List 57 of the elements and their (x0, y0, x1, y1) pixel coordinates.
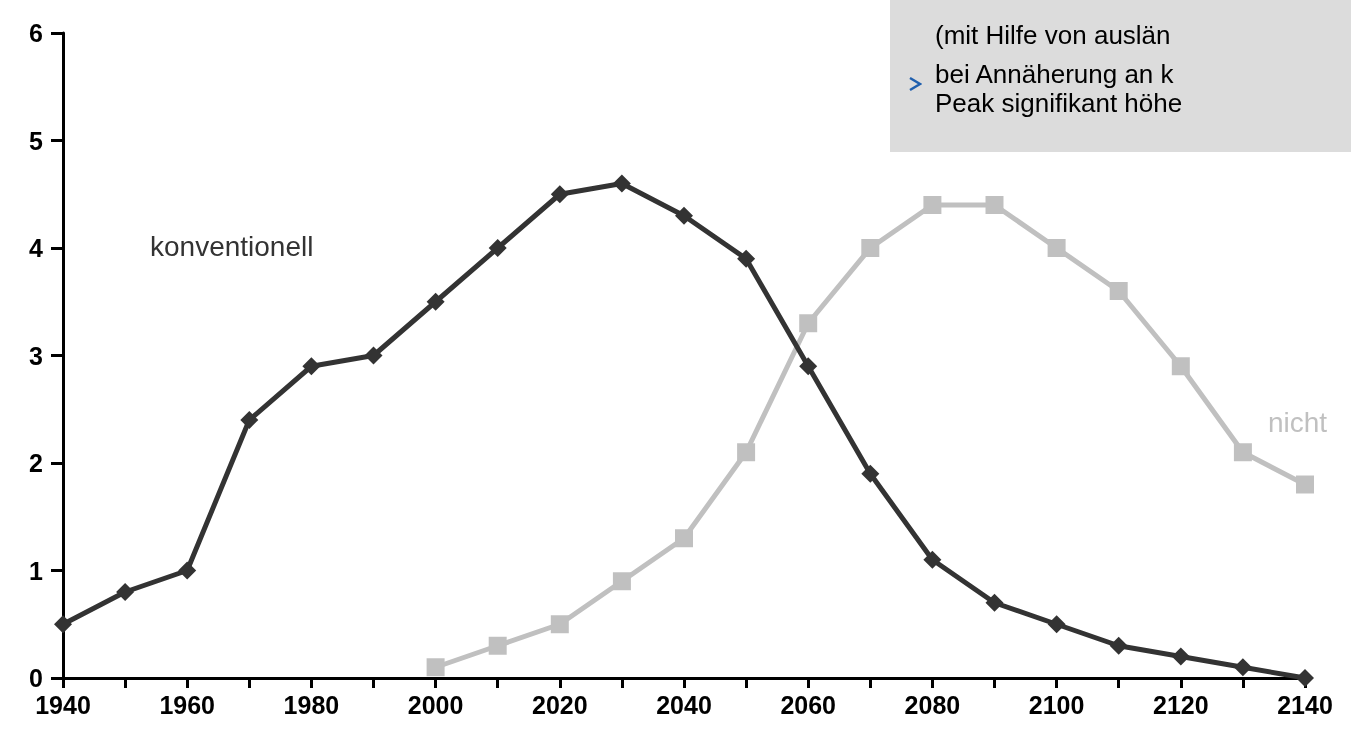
point (550, 185, 569, 204)
point (1109, 282, 1128, 300)
point (426, 292, 445, 311)
annotation: (mit Hilfe von auslän (935, 19, 1171, 50)
y-tick-label: 4 (29, 234, 44, 262)
point (1047, 615, 1066, 634)
x-tick-label: 1960 (159, 690, 216, 719)
point (550, 615, 569, 634)
point (675, 206, 693, 225)
y-tick-label: 2 (29, 449, 43, 477)
point (1171, 357, 1190, 376)
y-tick-label: 0 (29, 664, 43, 692)
y-tick-label: 3 (29, 341, 43, 370)
point (178, 561, 197, 580)
point (240, 411, 259, 429)
series-label: nicht (1268, 406, 1328, 438)
x-tick-label: 2120 (1152, 690, 1209, 719)
point (612, 174, 631, 193)
point (488, 636, 507, 655)
text: konventionell (150, 230, 314, 262)
x-tick-label: 2060 (780, 690, 837, 719)
point (612, 572, 631, 591)
point (488, 239, 507, 257)
point (426, 658, 445, 677)
x-tick-label: 2000 (407, 690, 464, 719)
point (1047, 239, 1066, 257)
point (985, 196, 1004, 214)
x-tick-label: 2020 (531, 690, 588, 719)
point (861, 464, 880, 483)
point (1233, 443, 1252, 462)
point (737, 443, 756, 462)
point (923, 550, 942, 569)
point (923, 196, 942, 214)
point (861, 239, 880, 257)
x-tick-label: 2140 (1277, 690, 1333, 719)
point (799, 314, 818, 333)
x-tick-label: 2080 (904, 690, 961, 719)
point (1171, 647, 1190, 666)
annotation: bei Annäherung an k Peak signifikant höhe (935, 58, 1183, 118)
point (364, 346, 383, 365)
y-tick-label: 5 (29, 126, 44, 155)
point (116, 583, 135, 601)
point (54, 615, 72, 634)
point (799, 357, 818, 376)
point (675, 529, 693, 548)
x-tick-label: 2040 (656, 690, 712, 719)
point (737, 249, 756, 268)
x-tick-label: 1940 (35, 690, 91, 719)
point (1233, 658, 1252, 677)
x-tick-label: 1980 (283, 690, 340, 719)
x-tick-label: 2100 (1028, 690, 1085, 719)
point (302, 357, 321, 376)
point (1109, 636, 1128, 655)
point (985, 593, 1004, 612)
point (1296, 475, 1314, 494)
y-tick-label: 6 (29, 19, 43, 47)
y-tick-label: 1 (29, 556, 44, 585)
